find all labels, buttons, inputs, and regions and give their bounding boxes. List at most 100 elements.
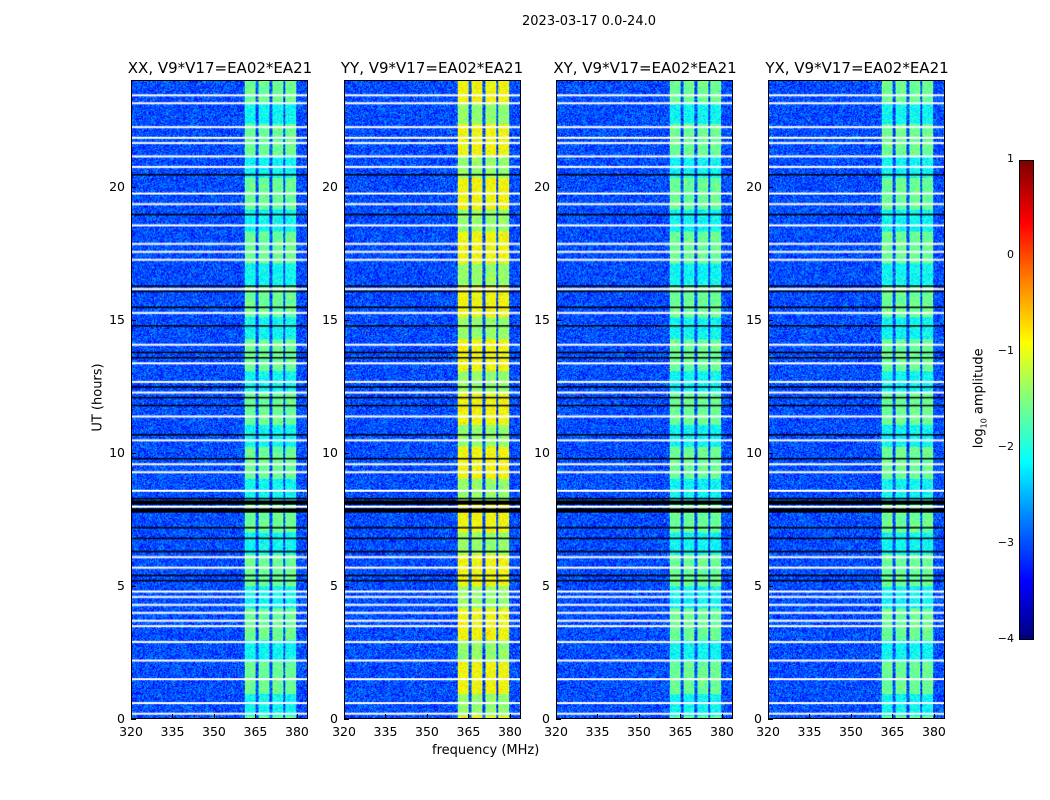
heatmap-panel-xx [131,80,308,719]
y-tick-mark [768,719,773,720]
y-tick-label: 10 [534,444,550,460]
y-tick-mark [556,719,561,720]
y-tick-label: 10 [746,444,762,460]
y-tick-mark [344,585,349,587]
x-tick-mark [344,714,345,719]
x-tick-mark [509,714,511,719]
colorbar-label: log10 amplitude [971,348,989,449]
x-tick-mark [131,714,132,719]
y-tick-label: 0 [330,711,338,726]
x-tick-mark [296,714,298,719]
x-tick-label: 350 [202,724,226,739]
y-tick-mark [556,186,561,188]
x-tick-label: 365 [668,724,693,739]
y-tick-label: 5 [330,577,338,593]
x-tick-mark [933,714,935,719]
y-tick-label: 0 [542,711,550,726]
y-tick-label: 5 [754,577,762,593]
colorbar-tick-label: −2 [997,440,1014,453]
y-tick-label: 15 [534,311,550,327]
x-tick-label: 365 [243,724,268,739]
x-tick-mark [426,714,428,719]
figure-title: 2023-03-17 0.0-24.0 [522,14,656,29]
x-tick-mark [255,714,257,719]
y-tick-mark [344,719,349,720]
colorbar [1019,160,1034,640]
y-tick-mark [556,585,561,587]
x-tick-mark [768,714,769,719]
heatmap-panel-xy [556,80,733,719]
heatmap-panel-yx [768,80,945,719]
x-tick-mark [638,714,640,719]
x-tick-mark [809,714,811,719]
y-tick-mark [768,186,773,188]
y-tick-label: 0 [117,711,125,726]
x-tick-label: 380 [498,724,522,739]
x-tick-label: 365 [456,724,481,739]
colorbar-tick-label: 0 [1007,248,1014,261]
x-tick-label: 335 [373,724,398,739]
x-tick-mark [597,714,599,719]
y-tick-label: 20 [109,178,125,194]
y-tick-mark [131,186,136,188]
x-tick-mark [385,714,387,719]
colorbar-tick-label: 1 [1007,152,1014,165]
x-tick-label: 350 [839,724,863,739]
colorbar-tick-label: −4 [997,632,1014,645]
x-tick-label: 320 [544,724,568,739]
x-tick-label: 335 [585,724,610,739]
heatmap-cells-xy [557,81,732,718]
y-tick-label: 5 [542,577,550,593]
x-axis-label: frequency (MHz) [432,743,540,758]
y-tick-label: 10 [322,444,338,460]
x-tick-label: 335 [160,724,185,739]
heatmap-cells-xx [132,81,307,718]
y-tick-label: 15 [746,311,762,327]
y-tick-label: 20 [534,178,550,194]
y-tick-mark [768,585,773,587]
x-tick-label: 320 [119,724,143,739]
y-axis-label: UT (hours) [90,363,106,432]
x-tick-label: 320 [332,724,356,739]
y-tick-label: 0 [754,711,762,726]
x-tick-label: 350 [627,724,651,739]
panel-title-yy: YY, V9*V17=EA02*EA21 [340,59,524,77]
x-tick-label: 335 [797,724,822,739]
y-tick-label: 20 [322,178,338,194]
y-tick-mark [344,452,349,454]
y-tick-mark [556,452,561,454]
x-tick-label: 380 [285,724,309,739]
y-tick-label: 20 [746,178,762,194]
y-tick-mark [131,319,136,321]
heatmap-cells-yy [345,81,520,718]
x-tick-mark [213,714,215,719]
x-tick-mark [468,714,470,719]
y-tick-mark [768,319,773,321]
y-tick-mark [768,452,773,454]
x-tick-label: 380 [922,724,946,739]
x-tick-mark [556,714,557,719]
panel-title-yx: YX, V9*V17=EA02*EA21 [765,59,949,77]
y-tick-mark [131,719,136,720]
x-tick-mark [172,714,174,719]
colorbar-tick-label: −1 [997,344,1014,357]
y-tick-mark [131,452,136,454]
y-tick-mark [556,319,561,321]
x-tick-label: 380 [710,724,734,739]
y-tick-mark [344,186,349,188]
y-tick-label: 15 [322,311,338,327]
y-tick-mark [344,319,349,321]
y-tick-mark [131,585,136,587]
y-tick-label: 10 [109,444,125,460]
panel-title-xx: XX, V9*V17=EA02*EA21 [127,59,313,77]
y-tick-label: 5 [117,577,125,593]
x-tick-mark [680,714,682,719]
heatmap-panel-yy [344,80,521,719]
x-tick-label: 320 [756,724,780,739]
colorbar-tick-label: −3 [997,536,1014,549]
x-tick-label: 350 [415,724,439,739]
x-tick-mark [721,714,723,719]
heatmap-cells-yx [769,81,944,718]
y-tick-label: 15 [109,311,125,327]
